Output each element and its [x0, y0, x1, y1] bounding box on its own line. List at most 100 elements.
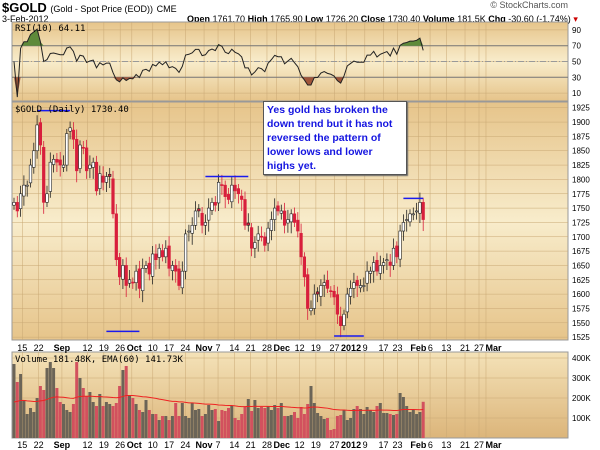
- candle-body: [190, 225, 194, 234]
- volume-bar: [266, 406, 270, 438]
- y-tick-label: 1575: [572, 304, 590, 313]
- candle-body: [292, 213, 297, 223]
- candle-body: [124, 265, 128, 286]
- candle-body: [48, 161, 52, 192]
- volume-bar: [144, 400, 148, 438]
- volume-bar: [408, 412, 412, 438]
- x-tick-label: 22: [34, 440, 44, 450]
- x-tick-label: Mar: [486, 440, 503, 450]
- candle-body: [151, 253, 155, 277]
- candle-body: [246, 222, 250, 226]
- volume-bar: [114, 403, 118, 438]
- x-tick-label: 27: [474, 440, 484, 450]
- candle-body: [230, 184, 234, 203]
- x-tick-label: 14: [229, 343, 239, 353]
- x-tick-label: 19: [99, 440, 109, 450]
- candle-body: [243, 199, 247, 226]
- volume-bar: [352, 409, 356, 438]
- volume-bar: [309, 386, 313, 438]
- candle-body: [51, 159, 56, 165]
- volume-bar: [161, 416, 164, 438]
- x-tick-label: 26: [115, 440, 125, 450]
- y-tick-label: 300K: [572, 374, 591, 383]
- candle-body: [348, 288, 353, 297]
- candle-body: [111, 178, 115, 215]
- volume-bar: [32, 412, 36, 438]
- candle-body: [170, 265, 175, 271]
- candle-body: [362, 285, 366, 287]
- candle-body: [315, 291, 320, 295]
- x-tick-label: 21: [246, 343, 256, 353]
- brand-logo[interactable]: © StockCharts.com: [490, 0, 568, 10]
- volume-bar: [194, 410, 197, 438]
- volume-legend: Volume 181.48K, EMA(60) 141.73K: [15, 355, 184, 365]
- candle-body: [12, 202, 16, 206]
- volume-bar: [68, 412, 72, 438]
- candle-body: [134, 270, 138, 283]
- x-tick-label: 24: [180, 440, 190, 450]
- volume-bar: [121, 370, 125, 438]
- y-tick-label: 1875: [572, 132, 590, 141]
- y-tick-label: 1900: [572, 118, 590, 127]
- x-tick-label: 21: [460, 440, 470, 450]
- volume-bar: [339, 415, 343, 438]
- candle-body: [164, 247, 168, 258]
- candle-body: [45, 193, 49, 203]
- candle-body: [325, 280, 330, 289]
- x-tick-label: Oct: [127, 343, 142, 353]
- candle-body: [226, 194, 231, 200]
- y-tick-label: 1800: [572, 175, 590, 184]
- volume-bar: [398, 393, 402, 438]
- candle-body: [309, 308, 313, 312]
- candle-body: [174, 265, 178, 272]
- x-tick-label: Nov: [196, 343, 213, 353]
- volume-bar: [151, 414, 155, 438]
- candle-body: [253, 242, 257, 249]
- volume-bar: [58, 402, 62, 438]
- x-tick-label: 21: [460, 343, 470, 353]
- candle-body: [381, 262, 386, 266]
- volume-bar: [81, 388, 85, 438]
- candle-body: [157, 247, 161, 258]
- volume-bar: [319, 416, 323, 438]
- candle-body: [144, 265, 148, 269]
- volume-bar: [385, 413, 389, 438]
- y-tick-label: 1625: [572, 276, 590, 285]
- candle-body: [269, 219, 274, 231]
- candle-body: [408, 213, 412, 223]
- candle-body: [312, 293, 316, 309]
- volume-bar: [279, 403, 283, 438]
- volume-ema-line: [13, 394, 424, 412]
- candle-body: [28, 164, 33, 184]
- candle-body: [319, 285, 323, 297]
- x-tick-label: 23: [392, 343, 402, 353]
- volume-bar: [95, 406, 98, 438]
- candle-body: [289, 213, 293, 223]
- x-tick-label: 2012: [341, 343, 361, 353]
- candle-body: [187, 230, 191, 233]
- candle-body: [378, 265, 382, 274]
- x-tick-label: Feb: [410, 343, 427, 353]
- candle-body: [322, 282, 326, 286]
- candle-body: [256, 233, 260, 241]
- candle-body: [273, 207, 277, 220]
- x-tick-label: 27: [330, 343, 340, 353]
- x-tick-label: 13: [441, 440, 451, 450]
- volume-bar: [65, 410, 69, 438]
- x-tick-label: 17: [378, 440, 388, 450]
- volume-bar: [365, 407, 369, 438]
- volume-bar: [213, 409, 217, 438]
- volume-bar: [312, 403, 316, 438]
- candle-body: [418, 202, 422, 214]
- x-tick-label: 15: [17, 343, 27, 353]
- candle-body: [160, 250, 165, 258]
- candle-body: [180, 270, 184, 289]
- volume-bar: [260, 407, 263, 438]
- candle-body: [266, 227, 270, 244]
- candle-body: [398, 230, 402, 260]
- x-tick-label: 28: [262, 343, 272, 353]
- volume-bar: [88, 392, 92, 438]
- volume-bar: [415, 414, 419, 438]
- volume-bar: [180, 403, 184, 438]
- candle-body: [233, 184, 237, 192]
